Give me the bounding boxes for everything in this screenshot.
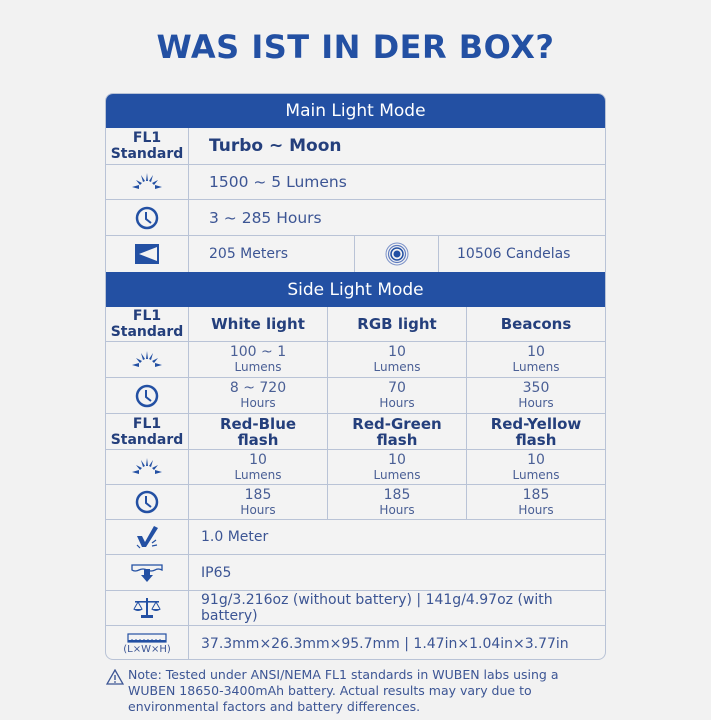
impact-value: 1.0 Meter (201, 529, 269, 545)
impact-resistance-icon (136, 526, 158, 549)
col-red-yellow-flash: Red-Yellow flash (490, 414, 582, 449)
spec-table: Main Light Mode FL1 Standard Turbo ~ Moo… (105, 93, 606, 660)
sun-rays-icon (132, 173, 162, 189)
fl1-standard-label: FL1 Standard (106, 414, 189, 449)
target-icon (385, 242, 408, 266)
impact-row: 1.0 Meter (106, 520, 605, 555)
main-light-mode-header: Main Light Mode (106, 94, 605, 128)
side-light-mode-header: Side Light Mode (106, 272, 605, 307)
distance-value: 205 Meters (209, 246, 289, 262)
weight-row: 91g/3.216oz (without battery) | 141g/4.9… (106, 591, 605, 626)
col-white-light: White light (211, 315, 305, 333)
waterproof-row: IP65 (106, 555, 605, 591)
footnote-text: Note: Tested under ANSI/NEMA FL1 standar… (128, 667, 559, 714)
warning-icon (106, 669, 124, 685)
side-group2-header-row: FL1 Standard Red-Blue flash Red-Green flas… (106, 414, 605, 450)
fl1-standard-label: FL1 Standard (106, 307, 189, 341)
side-group2-lumens-row: 10 Lumens 10 Lumens 10 Lumens (106, 450, 605, 485)
main-runtime-value: 3 ~ 285 Hours (209, 208, 322, 227)
waterproof-value: IP65 (201, 564, 232, 581)
dimensions-row: (L×W×H) 37.3mm×26.3mm×95.7mm | 1.47in×1.… (106, 626, 605, 659)
main-distance-row: 205 Meters 10506 Candelas (106, 236, 605, 272)
intensity-value: 10506 Candelas (457, 246, 571, 262)
side-group2-hours-row: 185 Hours 185 Hours 185 Hours (106, 485, 605, 520)
weight-value: 91g/3.216oz (without battery) | 141g/4.9… (201, 592, 553, 624)
dimensions-icon-label: (L×W×H) (123, 643, 171, 655)
col-red-green-flash: Red-Green flash (328, 414, 467, 449)
scale-icon (133, 598, 161, 618)
main-runtime-row: 3 ~ 285 Hours (106, 200, 605, 236)
clock-icon (135, 384, 159, 407)
col-red-blue-flash: Red-Blue flash (189, 414, 328, 449)
ruler-icon (127, 632, 167, 643)
clock-icon (135, 490, 159, 514)
side-group1-header-row: FL1 Standard White light RGB light Beaco… (106, 307, 605, 342)
waterproof-icon (131, 563, 163, 582)
side-group1-hours-row: 8 ~ 720 Hours 70 Hours 350 Hours (106, 378, 605, 414)
side-group1-lumens-row: 100 ~ 1 Lumens 10 Lumens 10 Lumens (106, 342, 605, 378)
dimensions-value: 37.3mm×26.3mm×95.7mm | 1.47in×1.04in×3.7… (201, 635, 569, 652)
beam-distance-icon (135, 244, 159, 264)
mode-range: Turbo ~ Moon (209, 136, 342, 156)
col-rgb-light: RGB light (357, 315, 437, 333)
fl1-standard-label: FL1 Standard (106, 128, 189, 164)
main-lumens-row: 1500 ~ 5 Lumens (106, 165, 605, 200)
main-mode-row: FL1 Standard Turbo ~ Moon (106, 128, 605, 165)
col-beacons: Beacons (500, 315, 572, 333)
page-title: WAS IST IN DER BOX? (156, 28, 555, 66)
sun-rays-icon (132, 458, 162, 474)
main-lumens-value: 1500 ~ 5 Lumens (209, 173, 347, 191)
footnote: Note: Tested under ANSI/NEMA FL1 standar… (106, 667, 606, 715)
sun-rays-icon (132, 350, 162, 367)
clock-icon (135, 206, 159, 229)
